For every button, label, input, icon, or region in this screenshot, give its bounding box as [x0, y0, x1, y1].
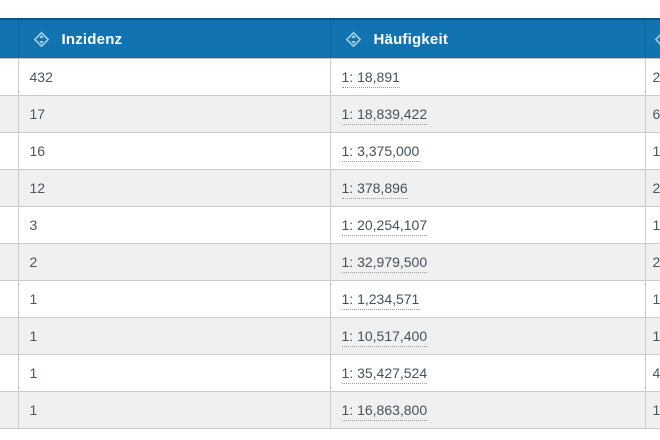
table-row: 1 1: 35,427,524 4: [0, 354, 660, 392]
cell-inzidenz: 16: [17, 132, 331, 170]
cell-inzidenz: 1: [17, 391, 331, 429]
cell-inzidenz: 3: [17, 206, 331, 244]
cell-next-column: 1: [644, 206, 660, 244]
cell-inzidenz: 1: [17, 280, 331, 318]
cell-haeufigkeit: 1: 3,375,000: [329, 132, 646, 170]
column-header-inzidenz[interactable]: Inzidenz: [17, 18, 330, 59]
cell-next-column: 1: [644, 391, 660, 429]
frequency-link[interactable]: 1: 18,839,422: [341, 106, 428, 125]
table-header: Inzidenz Häufigkeit: [0, 18, 660, 59]
column-header-edge-right[interactable]: [644, 18, 660, 59]
sort-diamond-icon[interactable]: [32, 30, 51, 49]
table-row: 16 1: 3,375,000 1: [0, 132, 660, 170]
column-header-label: Häufigkeit: [373, 30, 449, 48]
cell-haeufigkeit: 1: 16,863,800: [329, 391, 646, 429]
frequency-link[interactable]: 1: 32,979,500: [341, 254, 428, 273]
cell-haeufigkeit: 1: 35,427,524: [329, 354, 646, 392]
cell-haeufigkeit: 1: 10,517,400: [329, 317, 646, 355]
frequency-link[interactable]: 1: 16,863,800: [341, 402, 428, 421]
frequency-link[interactable]: 1: 10,517,400: [341, 328, 428, 347]
cell-next-column: 2: [644, 58, 660, 96]
frequency-link[interactable]: 1: 1,234,571: [341, 291, 420, 310]
column-header-haeufigkeit[interactable]: Häufigkeit: [329, 18, 645, 59]
table-body: 432 1: 18,891 2 17 1: 18,839,422 6 16 1:…: [0, 58, 660, 429]
table-row: 432 1: 18,891 2: [0, 58, 660, 96]
column-header-edge-left: [0, 18, 18, 59]
cell-edge-left: [0, 243, 19, 281]
table-row: 1 1: 16,863,800 1: [0, 391, 660, 429]
cell-haeufigkeit: 1: 18,839,422: [329, 95, 646, 133]
frequency-link[interactable]: 1: 18,891: [341, 69, 400, 88]
cell-inzidenz: 1: [17, 354, 331, 392]
cell-inzidenz: 432: [17, 58, 331, 96]
table-row: 12 1: 378,896 2: [0, 169, 660, 207]
frequency-link[interactable]: 1: 3,375,000: [341, 143, 420, 162]
cell-next-column: 6: [644, 95, 660, 133]
column-header-label: Inzidenz: [61, 30, 123, 48]
sort-diamond-icon[interactable]: [653, 30, 660, 49]
cell-edge-left: [0, 391, 19, 429]
frequency-link[interactable]: 1: 20,254,107: [341, 217, 428, 236]
cell-haeufigkeit: 1: 1,234,571: [329, 280, 646, 318]
cell-inzidenz: 17: [17, 95, 331, 133]
table-row: 3 1: 20,254,107 1: [0, 206, 660, 244]
cell-edge-left: [0, 132, 19, 170]
cell-edge-left: [0, 317, 19, 355]
table-row: 17 1: 18,839,422 6: [0, 95, 660, 133]
cell-next-column: 2: [644, 169, 660, 207]
cell-haeufigkeit: 1: 20,254,107: [329, 206, 646, 244]
cell-next-column: 4: [644, 354, 660, 392]
sort-diamond-icon[interactable]: [344, 30, 363, 49]
cell-edge-left: [0, 169, 19, 207]
cell-inzidenz: 1: [17, 317, 331, 355]
frequency-link[interactable]: 1: 378,896: [341, 180, 408, 199]
cell-haeufigkeit: 1: 18,891: [329, 58, 646, 96]
cell-edge-left: [0, 280, 19, 318]
cell-edge-left: [0, 95, 19, 133]
cell-next-column: 2: [644, 243, 660, 281]
cell-haeufigkeit: 1: 32,979,500: [329, 243, 646, 281]
cell-edge-left: [0, 206, 19, 244]
cell-next-column: 1: [644, 132, 660, 170]
cell-next-column: 1: [644, 317, 660, 355]
table-row: 2 1: 32,979,500 2: [0, 243, 660, 281]
table-row: 1 1: 1,234,571 1: [0, 280, 660, 318]
header-row: Inzidenz Häufigkeit: [0, 18, 660, 59]
cell-haeufigkeit: 1: 378,896: [329, 169, 646, 207]
data-table: Inzidenz Häufigkeit: [0, 18, 660, 429]
cell-edge-left: [0, 58, 19, 96]
cell-next-column: 1: [644, 280, 660, 318]
cell-inzidenz: 2: [17, 243, 331, 281]
cell-inzidenz: 12: [17, 169, 331, 207]
frequency-link[interactable]: 1: 35,427,524: [341, 365, 428, 384]
table-row: 1 1: 10,517,400 1: [0, 317, 660, 355]
cell-edge-left: [0, 354, 19, 392]
